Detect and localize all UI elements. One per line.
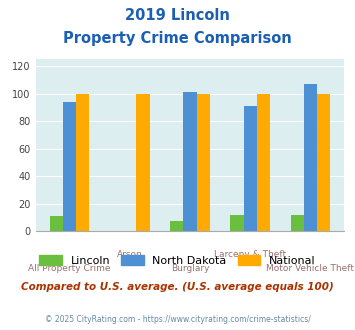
Bar <box>230 214 244 231</box>
Bar <box>76 94 89 231</box>
Text: Arson: Arson <box>117 250 143 259</box>
Bar <box>183 92 197 231</box>
Text: Burglary: Burglary <box>171 264 209 273</box>
Bar <box>317 94 330 231</box>
Bar <box>50 216 63 231</box>
Bar <box>290 214 304 231</box>
Bar <box>244 106 257 231</box>
Text: Compared to U.S. average. (U.S. average equals 100): Compared to U.S. average. (U.S. average … <box>21 282 334 292</box>
Bar <box>170 221 183 231</box>
Bar <box>197 94 210 231</box>
Bar <box>257 94 270 231</box>
Bar <box>63 102 76 231</box>
Text: Motor Vehicle Theft: Motor Vehicle Theft <box>267 264 354 273</box>
Bar <box>136 94 149 231</box>
Text: Property Crime Comparison: Property Crime Comparison <box>63 31 292 46</box>
Text: All Property Crime: All Property Crime <box>28 264 111 273</box>
Text: 2019 Lincoln: 2019 Lincoln <box>125 8 230 23</box>
Legend: Lincoln, North Dakota, National: Lincoln, North Dakota, National <box>39 255 316 266</box>
Bar <box>304 84 317 231</box>
Text: Larceny & Theft: Larceny & Theft <box>214 250 286 259</box>
Text: © 2025 CityRating.com - https://www.cityrating.com/crime-statistics/: © 2025 CityRating.com - https://www.city… <box>45 315 310 324</box>
